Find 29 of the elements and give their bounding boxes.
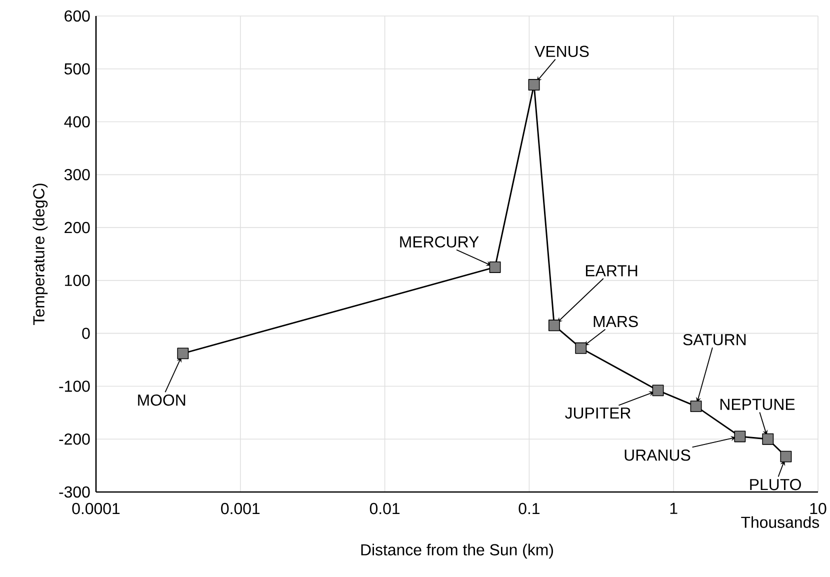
y-tick-label: -100 [59, 380, 90, 392]
y-tick-label: 100 [65, 274, 90, 286]
x-tick-label: 1 [670, 502, 678, 514]
annotation: URANUS [624, 449, 690, 461]
y-tick-label: 200 [64, 222, 90, 234]
annotation: MOON [138, 394, 186, 406]
y-tick-label: 500 [64, 63, 90, 75]
y-tick-label: 300 [64, 169, 90, 180]
annotation: NEPTUNE [720, 398, 795, 410]
annotation: EARTH [586, 265, 638, 276]
annotation: MARS [594, 316, 638, 328]
annotation: JUPITER [565, 408, 630, 419]
annotation: VENUS [534, 46, 589, 58]
y-tick-label: 400 [64, 116, 90, 128]
x-tick-label: 0.1 [518, 502, 540, 514]
y-tick-label: -200 [59, 433, 90, 445]
y-tick-label: -300 [59, 486, 90, 498]
x-tick-label: 0.0001 [72, 502, 120, 514]
annotation: MERCURY [400, 236, 479, 248]
annotation: PLUTO [750, 478, 801, 490]
y-axis-title: Temperature (degC) [32, 184, 48, 325]
x-tick-label: 10 [810, 502, 826, 514]
annotation: SATURN [683, 334, 746, 346]
y-tick-label: 0 [82, 328, 90, 339]
x-tick-label: 0.01 [370, 502, 400, 514]
y-tick-label: 600 [64, 10, 90, 22]
text: Thousands [741, 516, 820, 528]
x-axis-title: Distance from the Sun (km) [361, 544, 553, 559]
x-tick-label: 0.001 [221, 502, 260, 514]
